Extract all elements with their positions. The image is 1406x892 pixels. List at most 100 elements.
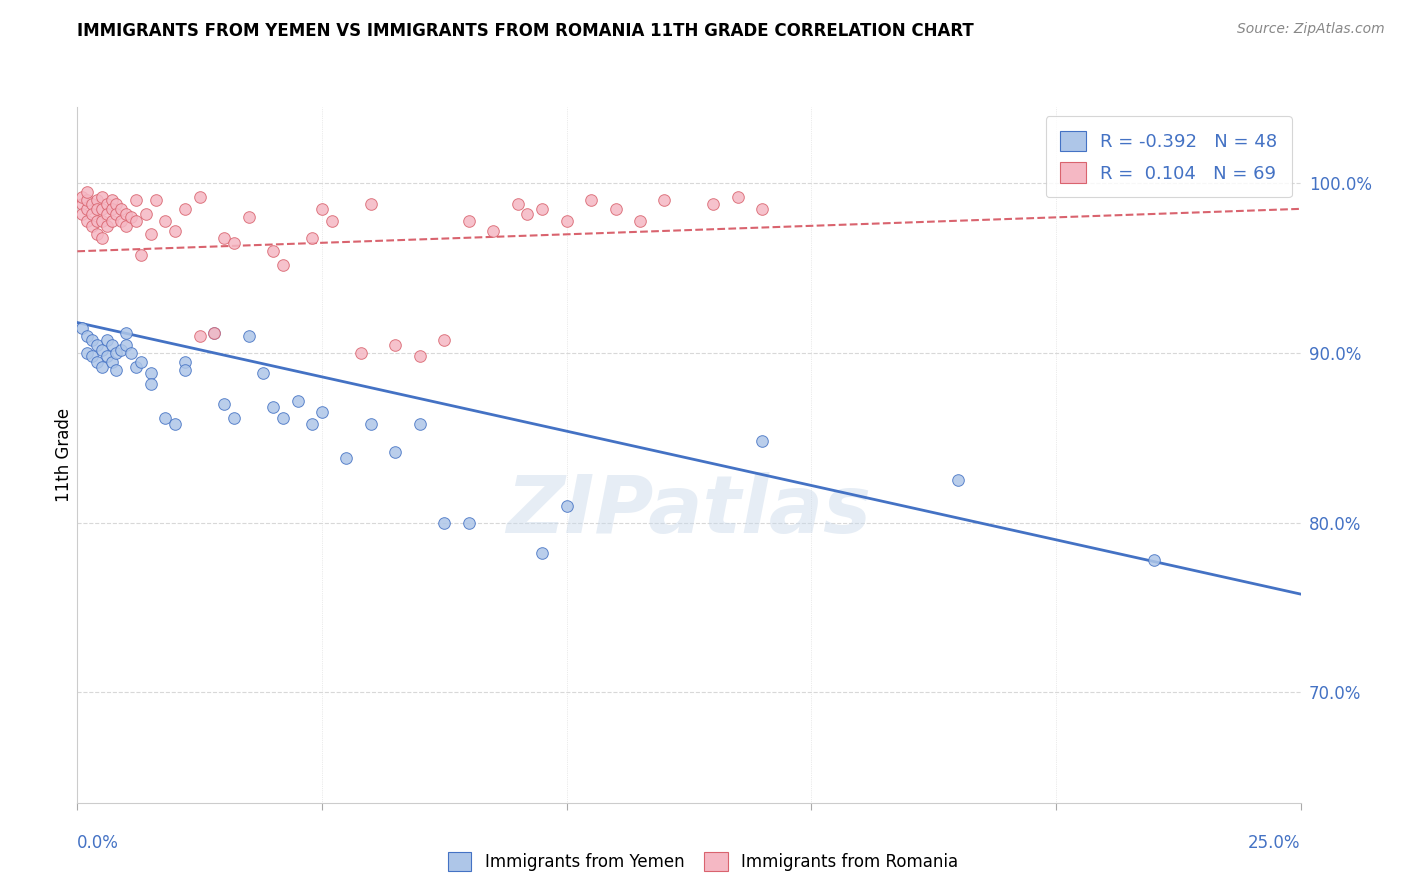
Point — [946, 474, 969, 488]
Point — [110, 213, 132, 227]
Point — [100, 194, 122, 208]
Point — [96, 219, 118, 233]
Point — [76, 346, 98, 360]
Point — [90, 213, 112, 227]
Point — [115, 207, 138, 221]
Point — [174, 354, 197, 368]
Y-axis label: 11th Grade: 11th Grade — [55, 408, 73, 502]
Point — [262, 401, 284, 415]
Point — [96, 350, 118, 364]
Point — [155, 213, 177, 227]
Point — [76, 213, 98, 227]
Point — [90, 202, 112, 216]
Point — [482, 224, 505, 238]
Point — [86, 337, 108, 351]
Point — [115, 326, 138, 340]
Text: 25.0%: 25.0% — [1249, 834, 1301, 852]
Point — [222, 235, 245, 250]
Point — [311, 405, 333, 419]
Point — [96, 196, 118, 211]
Point — [76, 329, 98, 343]
Point — [174, 202, 197, 216]
Point — [751, 434, 773, 449]
Point — [174, 363, 197, 377]
Text: ZIPatlas: ZIPatlas — [506, 472, 872, 549]
Point — [457, 213, 479, 227]
Point — [96, 333, 118, 347]
Point — [165, 417, 187, 432]
Point — [80, 350, 103, 364]
Point — [115, 219, 138, 233]
Point — [409, 350, 432, 364]
Point — [80, 207, 103, 221]
Point — [384, 444, 406, 458]
Point — [654, 194, 676, 208]
Point — [516, 207, 538, 221]
Point — [139, 367, 162, 381]
Text: 0.0%: 0.0% — [77, 834, 120, 852]
Point — [86, 213, 108, 227]
Point — [360, 196, 382, 211]
Point — [605, 202, 627, 216]
Point — [139, 376, 162, 391]
Point — [90, 190, 112, 204]
Point — [76, 185, 98, 199]
Point — [252, 367, 274, 381]
Point — [301, 417, 323, 432]
Point — [531, 546, 554, 560]
Point — [70, 190, 93, 204]
Point — [105, 363, 128, 377]
Point — [110, 202, 132, 216]
Point — [702, 196, 724, 211]
Point — [70, 196, 93, 211]
Text: Source: ZipAtlas.com: Source: ZipAtlas.com — [1237, 22, 1385, 37]
Point — [100, 337, 122, 351]
Point — [96, 207, 118, 221]
Point — [90, 230, 112, 244]
Point — [301, 230, 323, 244]
Legend: Immigrants from Yemen, Immigrants from Romania: Immigrants from Yemen, Immigrants from R… — [440, 843, 966, 880]
Point — [125, 194, 148, 208]
Point — [90, 359, 112, 374]
Point — [202, 326, 225, 340]
Point — [433, 516, 456, 530]
Point — [86, 202, 108, 216]
Point — [80, 333, 103, 347]
Point — [80, 196, 103, 211]
Point — [105, 346, 128, 360]
Point — [188, 329, 211, 343]
Point — [76, 202, 98, 216]
Point — [110, 343, 132, 357]
Point — [86, 354, 108, 368]
Point — [120, 346, 142, 360]
Text: IMMIGRANTS FROM YEMEN VS IMMIGRANTS FROM ROMANIA 11TH GRADE CORRELATION CHART: IMMIGRANTS FROM YEMEN VS IMMIGRANTS FROM… — [77, 22, 974, 40]
Point — [125, 359, 148, 374]
Point — [271, 410, 294, 425]
Point — [238, 329, 260, 343]
Legend: R = -0.392   N = 48, R =  0.104   N = 69: R = -0.392 N = 48, R = 0.104 N = 69 — [1046, 116, 1292, 197]
Point — [555, 213, 578, 227]
Point — [125, 213, 148, 227]
Point — [311, 202, 333, 216]
Point — [222, 410, 245, 425]
Point — [727, 190, 749, 204]
Point — [100, 202, 122, 216]
Point — [129, 248, 152, 262]
Point — [212, 230, 235, 244]
Point — [155, 410, 177, 425]
Point — [409, 417, 432, 432]
Point — [165, 224, 187, 238]
Point — [262, 244, 284, 259]
Point — [129, 354, 152, 368]
Point — [120, 211, 142, 225]
Point — [433, 333, 456, 347]
Point — [360, 417, 382, 432]
Point — [287, 393, 309, 408]
Point — [506, 196, 529, 211]
Point — [76, 194, 98, 208]
Point — [100, 354, 122, 368]
Point — [212, 397, 235, 411]
Point — [70, 207, 93, 221]
Point — [202, 326, 225, 340]
Point — [1143, 553, 1166, 567]
